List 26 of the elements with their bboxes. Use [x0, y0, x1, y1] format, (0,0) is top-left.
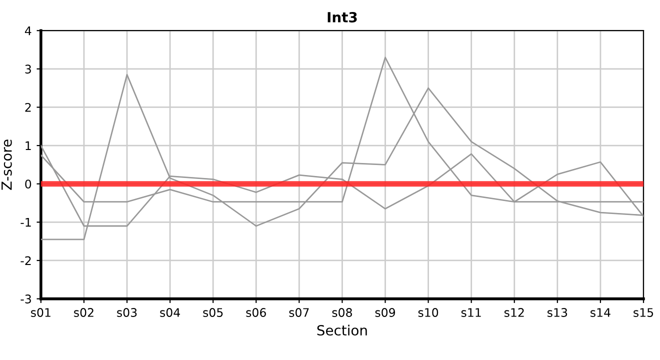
x-tick-label: s15 — [634, 308, 654, 317]
x-tick-label: s09 — [375, 308, 396, 317]
x-tick-label: s13 — [547, 308, 568, 317]
x-tick-label: s04 — [160, 308, 180, 317]
y-tick-label: -3 — [20, 294, 31, 304]
y-tick-label: -1 — [20, 218, 31, 227]
y-tick-label: 1 — [26, 141, 31, 150]
chart-title: Int3 — [328, 12, 357, 22]
x-axis-title: Section — [317, 324, 367, 336]
x-tick-label: s08 — [332, 308, 352, 317]
y-tick-label: 4 — [24, 26, 32, 36]
x-tick-label: s11 — [461, 308, 481, 317]
y-tick-label: 3 — [25, 64, 31, 74]
x-tick-label: s03 — [117, 308, 137, 317]
x-tick-label: s05 — [203, 308, 223, 317]
y-tick-label: -2 — [20, 256, 31, 265]
x-tick-label: s14 — [590, 308, 610, 317]
x-tick-label: s01 — [30, 308, 50, 317]
x-tick-label: s07 — [289, 308, 309, 317]
x-tick-label: s02 — [74, 308, 94, 317]
y-axis-title: Z-score — [2, 140, 12, 190]
x-tick-label: s10 — [418, 308, 438, 317]
x-tick-label: s12 — [504, 308, 524, 317]
x-tick-label: s06 — [246, 308, 266, 317]
y-tick-label: 2 — [25, 102, 31, 112]
y-tick-label: 0 — [25, 180, 32, 189]
